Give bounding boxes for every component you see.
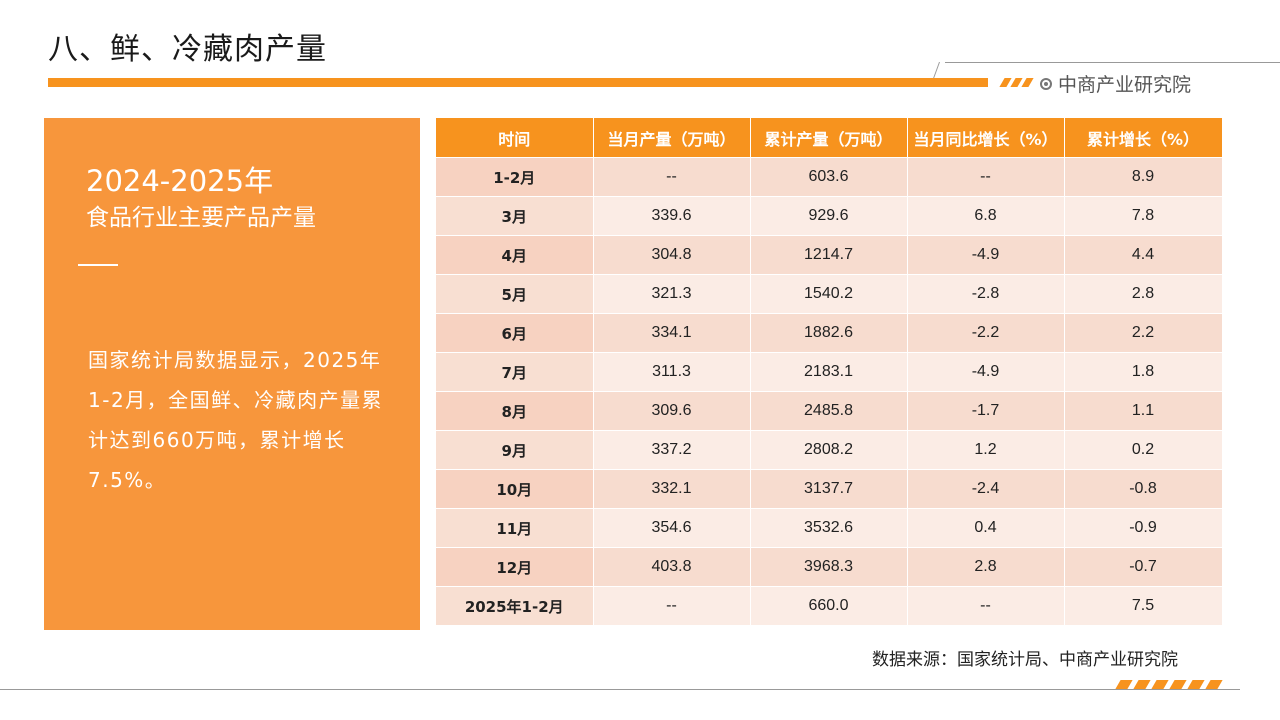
row-value-cell: 1882.6	[750, 313, 908, 353]
table-row: 5月 321.3 1540.2 -2.8 2.8	[436, 274, 1223, 314]
row-value-cell: 2183.1	[750, 352, 908, 392]
brand-name: 中商产业研究院	[1058, 74, 1192, 96]
row-value-cell: 403.8	[593, 547, 751, 587]
table-row: 8月 309.6 2485.8 -1.7 1.1	[436, 391, 1223, 431]
row-value-cell: 1.1	[1064, 391, 1223, 431]
table-row: 9月 337.2 2808.2 1.2 0.2	[436, 430, 1223, 470]
header-cumulative-growth: 累计增长（%）	[1064, 118, 1223, 158]
table-row: 11月 354.6 3532.6 0.4 -0.9	[436, 508, 1223, 548]
table-row: 12月 403.8 3968.3 2.8 -0.7	[436, 547, 1223, 587]
summary-subtitle: 食品行业主要产品产量	[86, 205, 316, 231]
row-value-cell: 3532.6	[750, 508, 908, 548]
row-value-cell: 1.8	[1064, 352, 1223, 392]
row-value-cell: 3137.7	[750, 469, 908, 509]
row-value-cell: 332.1	[593, 469, 751, 509]
row-value-cell: --	[593, 586, 751, 625]
row-value-cell: 2808.2	[750, 430, 908, 470]
row-value-cell: --	[907, 586, 1065, 625]
row-period-cell: 9月	[436, 430, 594, 470]
row-value-cell: 304.8	[593, 235, 751, 275]
row-period-cell: 12月	[436, 547, 594, 587]
row-value-cell: 339.6	[593, 196, 751, 236]
header-time: 时间	[436, 118, 594, 158]
summary-divider	[78, 264, 118, 266]
row-value-cell: -2.4	[907, 469, 1065, 509]
row-value-cell: 1.2	[907, 430, 1065, 470]
row-value-cell: 7.5	[1064, 586, 1223, 625]
row-value-cell: 1214.7	[750, 235, 908, 275]
row-value-cell: 321.3	[593, 274, 751, 314]
row-value-cell: -0.7	[1064, 547, 1223, 587]
row-period-cell: 10月	[436, 469, 594, 509]
row-value-cell: -2.8	[907, 274, 1065, 314]
row-value-cell: 2.8	[1064, 274, 1223, 314]
page-title: 八、鲜、冷藏肉产量	[48, 32, 327, 67]
row-period-cell: 7月	[436, 352, 594, 392]
row-value-cell: 7.8	[1064, 196, 1223, 236]
row-value-cell: --	[593, 157, 751, 197]
row-value-cell: -0.8	[1064, 469, 1223, 509]
header-stripe-decoration	[998, 78, 1034, 87]
table-row: 3月 339.6 929.6 6.8 7.8	[436, 196, 1223, 236]
brand-logo: 中商产业研究院	[1040, 70, 1191, 97]
row-value-cell: 337.2	[593, 430, 751, 470]
header-accent-bar	[48, 78, 988, 87]
table-row: 6月 334.1 1882.6 -2.2 2.2	[436, 313, 1223, 353]
row-value-cell: 2.2	[1064, 313, 1223, 353]
table-row: 4月 304.8 1214.7 -4.9 4.4	[436, 235, 1223, 275]
header-monthly-yoy: 当月同比增长（%）	[907, 118, 1065, 158]
row-value-cell: 334.1	[593, 313, 751, 353]
row-period-cell: 3月	[436, 196, 594, 236]
row-value-cell: 1540.2	[750, 274, 908, 314]
row-value-cell: --	[907, 157, 1065, 197]
summary-panel: 2024-2025年 食品行业主要产品产量 国家统计局数据显示，2025年1-2…	[44, 118, 420, 630]
footer-divider-line	[0, 689, 1240, 690]
row-period-cell: 8月	[436, 391, 594, 431]
row-value-cell: 929.6	[750, 196, 908, 236]
row-value-cell: 660.0	[750, 586, 908, 625]
row-value-cell: 311.3	[593, 352, 751, 392]
data-source: 数据来源：国家统计局、中商产业研究院	[872, 650, 1178, 670]
row-value-cell: 309.6	[593, 391, 751, 431]
brand-circle-icon	[1040, 77, 1052, 90]
row-value-cell: -2.2	[907, 313, 1065, 353]
row-value-cell: 6.8	[907, 196, 1065, 236]
row-period-cell: 11月	[436, 508, 594, 548]
row-value-cell: 4.4	[1064, 235, 1223, 275]
row-value-cell: 354.6	[593, 508, 751, 548]
row-value-cell: 0.2	[1064, 430, 1223, 470]
row-value-cell: 2485.8	[750, 391, 908, 431]
table-header-row: 时间 当月产量（万吨） 累计产量（万吨） 当月同比增长（%） 累计增长（%）	[436, 118, 1223, 158]
footer-stripe-decoration	[1110, 680, 1240, 689]
row-value-cell: -0.9	[1064, 508, 1223, 548]
row-value-cell: -4.9	[907, 352, 1065, 392]
row-period-cell: 2025年1-2月	[436, 586, 594, 625]
table-row: 2025年1-2月 -- 660.0 -- 7.5	[436, 586, 1223, 625]
production-table: 时间 当月产量（万吨） 累计产量（万吨） 当月同比增长（%） 累计增长（%） 1…	[436, 118, 1223, 625]
row-value-cell: 2.8	[907, 547, 1065, 587]
row-value-cell: -4.9	[907, 235, 1065, 275]
table-row: 10月 332.1 3137.7 -2.4 -0.8	[436, 469, 1223, 509]
row-value-cell: 3968.3	[750, 547, 908, 587]
header-divider-line	[945, 62, 1280, 63]
summary-text: 国家统计局数据显示，2025年1-2月，全国鲜、冷藏肉产量累计达到660万吨，累…	[88, 348, 384, 492]
table-row: 7月 311.3 2183.1 -4.9 1.8	[436, 352, 1223, 392]
row-value-cell: -1.7	[907, 391, 1065, 431]
row-value-cell: 0.4	[907, 508, 1065, 548]
summary-year: 2024-2025年	[86, 164, 274, 198]
row-value-cell: 603.6	[750, 157, 908, 197]
table-row: 1-2月 -- 603.6 -- 8.9	[436, 157, 1223, 197]
row-period-cell: 6月	[436, 313, 594, 353]
row-value-cell: 8.9	[1064, 157, 1223, 197]
row-period-cell: 4月	[436, 235, 594, 275]
row-period-cell: 1-2月	[436, 157, 594, 197]
row-period-cell: 5月	[436, 274, 594, 314]
header-cumulative-output: 累计产量（万吨）	[750, 118, 908, 158]
header-monthly-output: 当月产量（万吨）	[593, 118, 751, 158]
